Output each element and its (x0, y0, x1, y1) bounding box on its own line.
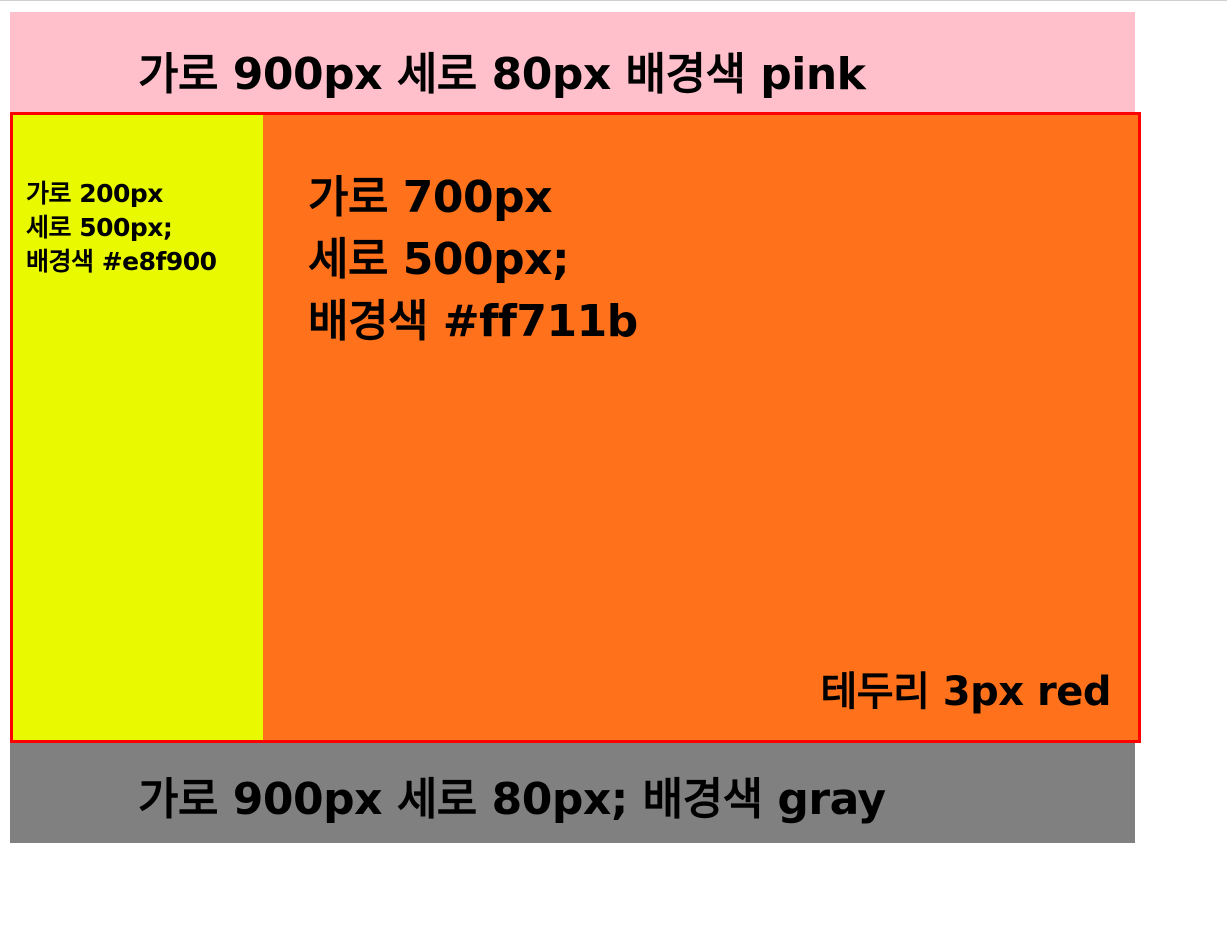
main-width-label: 가로 700px (308, 172, 553, 223)
sidebar-color-label: 배경색 #e8f900 (26, 247, 217, 276)
main-color-label: 배경색 #ff711b (308, 296, 638, 347)
footer-text: 가로 900px 세로 80px; 배경색 gray (138, 774, 886, 825)
content-container: 가로 200px 세로 500px; 배경색 #e8f900 가로 700px … (10, 112, 1141, 743)
header-text: 가로 900px 세로 80px 배경색 pink (138, 49, 866, 100)
header-box: 가로 900px 세로 80px 배경색 pink (10, 12, 1135, 112)
main-text: 가로 700px 세로 500px; 배경색 #ff711b (308, 167, 638, 353)
main-height-label: 세로 500px; (308, 234, 570, 285)
border-note: 테두리 3px red (820, 669, 1111, 715)
footer-box: 가로 900px 세로 80px; 배경색 gray (10, 743, 1135, 843)
sidebar-box: 가로 200px 세로 500px; 배경색 #e8f900 (13, 115, 263, 740)
main-box: 가로 700px 세로 500px; 배경색 #ff711b 테두리 3px r… (263, 115, 1138, 740)
top-divider (0, 0, 1227, 1)
sidebar-height-label: 세로 500px; (26, 213, 173, 242)
sidebar-width-label: 가로 200px (26, 179, 163, 208)
sidebar-text: 가로 200px 세로 500px; 배경색 #e8f900 (26, 177, 217, 279)
